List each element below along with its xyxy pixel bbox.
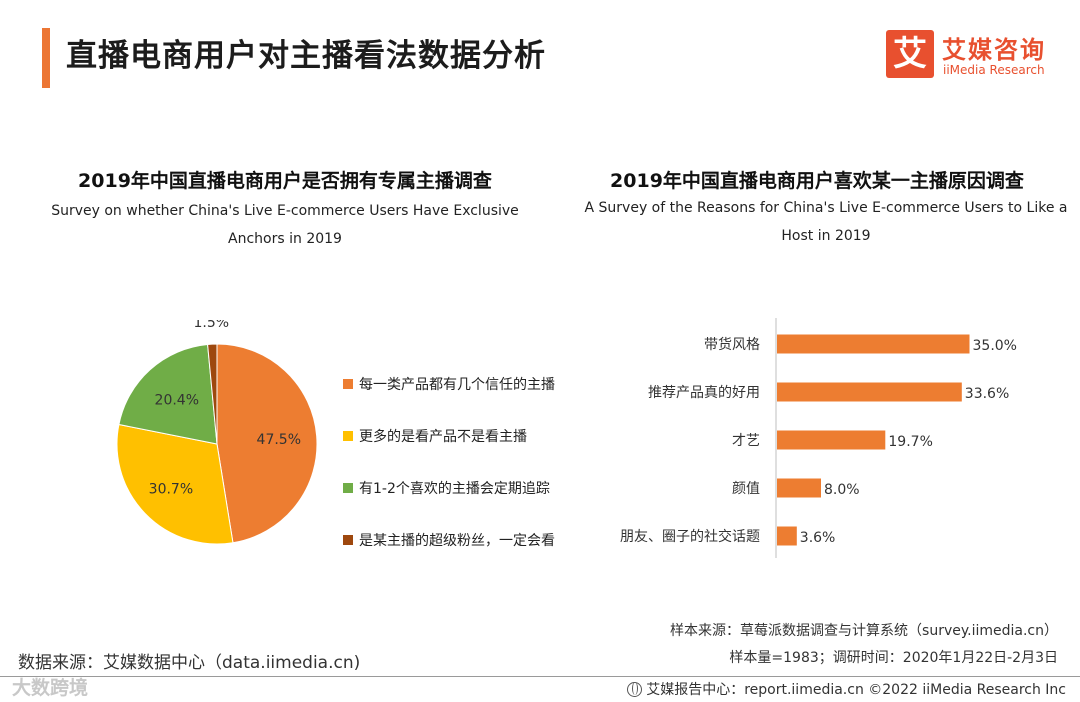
bar-category-label: 颜值 [732,481,760,497]
legend-swatch [343,379,353,389]
pie-chart-subtitle: Survey on whether China's Live E-commerc… [30,197,540,253]
bar-data-label: 3.6% [800,530,836,546]
title-accent-bar [42,28,50,88]
bar [777,334,970,354]
bar-category-label: 朋友、圈子的社交话题 [620,528,760,545]
pie-slice [216,343,318,544]
bar-data-label: 35.0% [973,338,1017,354]
bar [777,382,962,402]
bar-category-label: 推荐产品真的好用 [648,385,760,401]
pie-data-label: 47.5% [257,432,301,448]
bar-data-label: 19.7% [888,434,932,450]
footer-text: 艾媒报告中心：report.iimedia.cn ©2022 iiMedia R… [646,682,1066,698]
data-source: 数据来源：艾媒数据中心（data.iimedia.cn) [18,653,361,673]
bar-data-label: 33.6% [965,386,1009,402]
globe-icon [627,681,643,697]
bar [777,430,886,450]
legend-label: 有1-2个喜欢的主播会定期追踪 [359,481,550,497]
pie-data-label: 1.5% [194,320,230,331]
legend-item: 有1-2个喜欢的主播会定期追踪 [343,478,550,498]
pie-slice [207,343,218,445]
pie-chart-title: 2019年中国直播电商用户是否拥有专属主播调查 [78,170,492,192]
bar-subtitle-line2: Host in 2019 [781,228,871,244]
pie-subtitle-line1: Survey on whether China's Live E-commerc… [51,203,519,219]
logo-mark: 艾 [886,30,934,78]
footer-credit: 艾媒报告中心：report.iimedia.cn ©2022 iiMedia R… [627,679,1066,699]
bar-chart-title: 2019年中国直播电商用户喜欢某一主播原因调查 [610,170,1024,192]
bar-chart: 带货风格 35.0% 推荐产品真的好用 33.6% 才艺 19.7% 颜值 8.0% 朋友、圈子… [620,318,1017,558]
pie-chart: 47.5% 30.7% 20.4% 1.5% [116,320,318,545]
bar-category-label: 带货风格 [704,336,760,353]
watermark: 大数跨境 [12,677,89,699]
footer-divider [0,676,1080,677]
legend-swatch [343,431,353,441]
bar-chart-subtitle: A Survey of the Reasons for China's Live… [580,194,1072,250]
legend-item: 每一类产品都有几个信任的主播 [343,374,555,394]
pie-slice [118,343,218,445]
pie-data-label: 30.7% [149,481,193,497]
logo-en-text: iiMedia Research [943,63,1045,77]
logo-cn-text: 艾媒咨询 [942,36,1046,64]
legend-label: 是某主播的超级粉丝，一定会看 [359,533,555,549]
bar [777,526,797,546]
legend-swatch [343,535,353,545]
legend-label: 每一类产品都有几个信任的主播 [359,377,555,393]
pie-data-label: 20.4% [155,393,199,409]
legend-item: 是某主播的超级粉丝，一定会看 [343,530,555,550]
sample-source: 样本来源：草莓派数据调查与计算系统（survey.iimedia.cn） [670,623,1058,639]
sample-size: 样本量=1983；调研时间：2020年1月22日-2月3日 [729,650,1058,666]
bar-subtitle-line1: A Survey of the Reasons for China's Live… [584,200,1068,216]
legend-item: 更多的是看产品不是看主播 [343,426,527,446]
legend-swatch [343,483,353,493]
bar [777,478,821,498]
iimedia-logo: 艾 艾媒咨询 iiMedia Research [886,30,1066,82]
pie-slice [116,423,234,545]
bar-category-label: 才艺 [732,433,760,449]
legend-label: 更多的是看产品不是看主播 [359,429,527,445]
page-title: 直播电商用户对主播看法数据分析 [66,38,546,74]
bar-data-label: 8.0% [824,482,860,498]
pie-subtitle-line2: Anchors in 2019 [228,231,342,247]
